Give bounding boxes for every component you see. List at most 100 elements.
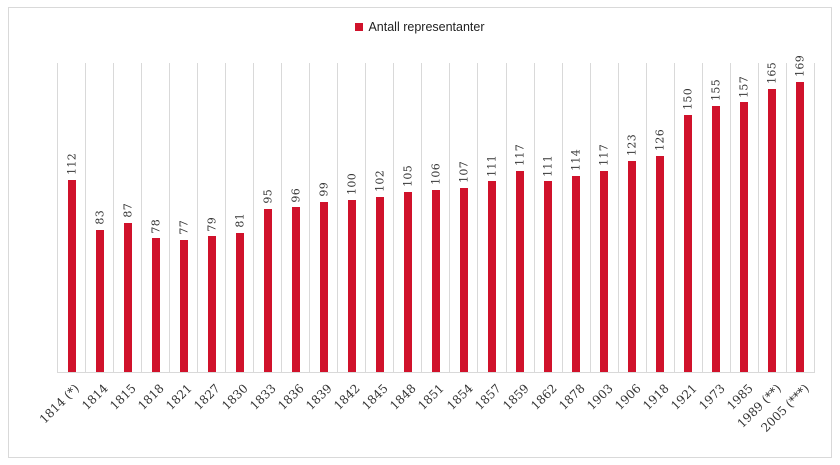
bar-cell: 114: [561, 63, 590, 372]
bar-value-label: 95: [261, 189, 275, 204]
bar-value-label: 165: [765, 61, 779, 84]
bar-value-label: 111: [485, 154, 499, 177]
bar-value-label: 81: [233, 213, 247, 228]
bar-cell: 106: [421, 63, 449, 372]
bar: [431, 190, 440, 372]
bar: [179, 239, 188, 372]
bar-cell: 95: [253, 63, 281, 372]
bar: [235, 232, 244, 372]
x-axis-label: 1851: [415, 381, 448, 413]
bar-cell: 169: [785, 55, 815, 372]
bar: [151, 238, 160, 372]
bar-cell: 102: [365, 63, 393, 372]
bar-cell: 81: [225, 63, 253, 372]
bar-value-label: 117: [597, 144, 611, 167]
bar-value-label: 111: [541, 154, 555, 177]
bar-value-label: 112: [65, 152, 79, 175]
bar-value-label: 77: [177, 220, 191, 235]
bar-cell: 100: [337, 63, 365, 372]
bar: [572, 176, 581, 372]
bar-cell: 78: [141, 63, 169, 372]
x-axis-label: 1854: [443, 381, 476, 413]
bar-value-label: 96: [289, 187, 303, 203]
bar-cell: 112: [57, 63, 85, 372]
bar-cell: 77: [169, 63, 197, 372]
bar-value-label: 169: [793, 54, 807, 77]
bar: [712, 105, 721, 372]
bar-value-label: 117: [513, 144, 527, 167]
bar: [95, 229, 104, 372]
x-axis-label: 1842: [331, 381, 363, 413]
x-axis-label: 1903: [584, 381, 616, 413]
bar: [544, 181, 553, 372]
bar-value-label: 150: [681, 87, 695, 110]
bar: [796, 81, 805, 372]
bar-cell: 126: [645, 63, 674, 372]
x-axis-label: 1921: [668, 381, 700, 413]
x-axis-label: 1845: [359, 381, 392, 413]
x-axis-label: 1830: [219, 381, 251, 413]
bar: [516, 171, 525, 372]
bar: [740, 102, 749, 372]
bar-value-label: 123: [625, 133, 639, 156]
x-axis-label: 1836: [275, 381, 307, 413]
bar-value-label: 79: [205, 216, 219, 232]
bar: [375, 196, 384, 372]
x-axis-label: 1878: [556, 381, 588, 413]
bar: [291, 207, 300, 372]
bar: [628, 160, 637, 372]
x-axis: 1814 (*) 1814 1815 1818 1821 1827 1830 1833 1836…: [37, 374, 815, 458]
bar: [403, 191, 412, 372]
bar: [207, 236, 216, 372]
x-axis-label: 1862: [527, 381, 560, 413]
x-axis-label: 1833: [247, 381, 279, 413]
x-axis-label: 1821: [163, 381, 195, 413]
bar-cell: 107: [449, 63, 477, 372]
bar: [487, 181, 496, 372]
chart-frame: Antall representanter 112 83 87 78 77 79 81 95 9…: [8, 7, 832, 458]
bar-cell: 99: [309, 63, 337, 372]
bar-cell: 96: [281, 63, 309, 372]
x-axis-label: 1973: [696, 381, 728, 413]
bar-cell: 87: [113, 63, 141, 372]
bar-value-label: 155: [709, 79, 723, 101]
x-axis-label: 1906: [612, 381, 644, 413]
bar-value-label: 106: [429, 163, 443, 186]
bar: [459, 188, 468, 372]
bar-cell: 79: [197, 63, 225, 372]
bar-cell: 111: [533, 63, 562, 372]
x-axis-label: 1859: [499, 381, 532, 413]
bar: [319, 202, 328, 372]
x-axis-label: 1918: [640, 381, 672, 413]
bar-value-label: 114: [569, 149, 583, 172]
bar-cell: 155: [701, 63, 730, 372]
bar-cell: 105: [393, 63, 421, 372]
bar-value-label: 105: [401, 164, 415, 187]
x-axis-label: 1839: [303, 381, 335, 413]
x-axis-label: 1818: [134, 381, 167, 413]
bar: [768, 88, 777, 372]
bar-value-label: 107: [457, 161, 471, 184]
bar-cell: 165: [757, 61, 786, 372]
bar-cell: 150: [673, 63, 702, 372]
bar: [600, 171, 609, 372]
bar-cell: 117: [589, 63, 618, 372]
bar-value-label: 100: [345, 173, 359, 196]
chart-legend: Antall representanter: [9, 21, 831, 34]
bar-cell: 111: [477, 63, 505, 372]
bar-value-label: 78: [149, 218, 163, 234]
bar-value-label: 83: [93, 209, 107, 225]
x-axis-label: 1848: [387, 381, 420, 413]
x-axis-label: 1814: [78, 381, 111, 413]
legend-swatch-icon: [355, 23, 364, 32]
bar-cell: 157: [729, 63, 758, 372]
bar: [656, 155, 665, 372]
bar-value-label: 126: [653, 128, 667, 151]
bar-value-label: 102: [373, 170, 387, 192]
x-axis-label: 1857: [471, 381, 504, 413]
bar-value-label: 99: [317, 182, 331, 198]
bar: [347, 200, 356, 372]
bar-value-label: 157: [737, 75, 751, 98]
x-axis-label: 1814 (*): [37, 381, 83, 427]
x-axis-label: 1827: [191, 381, 223, 413]
